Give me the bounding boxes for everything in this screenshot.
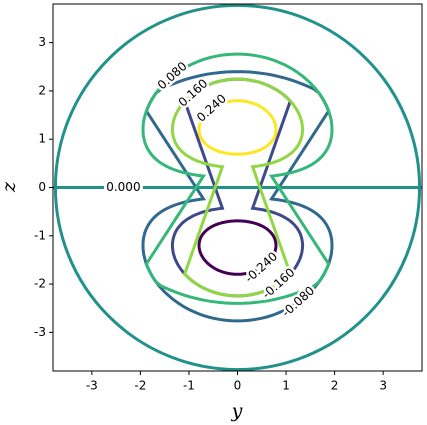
y-tick-label: 3 bbox=[38, 35, 46, 49]
y-tick-label: 0 bbox=[38, 180, 46, 194]
x-tick-label: 1 bbox=[282, 379, 290, 393]
x-tick-label: -1 bbox=[183, 379, 195, 393]
y-tick-label: 1 bbox=[38, 132, 46, 146]
plot-area bbox=[53, 4, 422, 371]
y-tick-label: -2 bbox=[34, 277, 46, 291]
y-tick-label: -3 bbox=[34, 325, 46, 339]
contour-line bbox=[170, 77, 305, 298]
x-tick-label: -3 bbox=[86, 379, 98, 393]
contour-line bbox=[141, 52, 334, 305]
x-tick-label: -2 bbox=[134, 379, 146, 393]
contour-label: -0.080 bbox=[279, 283, 317, 319]
y-tick-label: -1 bbox=[34, 228, 46, 242]
contour-line bbox=[197, 219, 278, 276]
x-tick-label: 2 bbox=[331, 379, 339, 393]
x-tick-label: 3 bbox=[379, 379, 387, 393]
x-tick-label: 0 bbox=[234, 379, 242, 393]
contour-label: 0.080 bbox=[155, 59, 190, 92]
contour-label: 0.000 bbox=[106, 180, 140, 194]
y-axis-label: z bbox=[0, 181, 20, 193]
x-axis-label: y bbox=[231, 400, 243, 422]
contour-line bbox=[197, 99, 278, 156]
contour-line bbox=[141, 70, 334, 323]
y-tick-label: 2 bbox=[38, 83, 46, 97]
